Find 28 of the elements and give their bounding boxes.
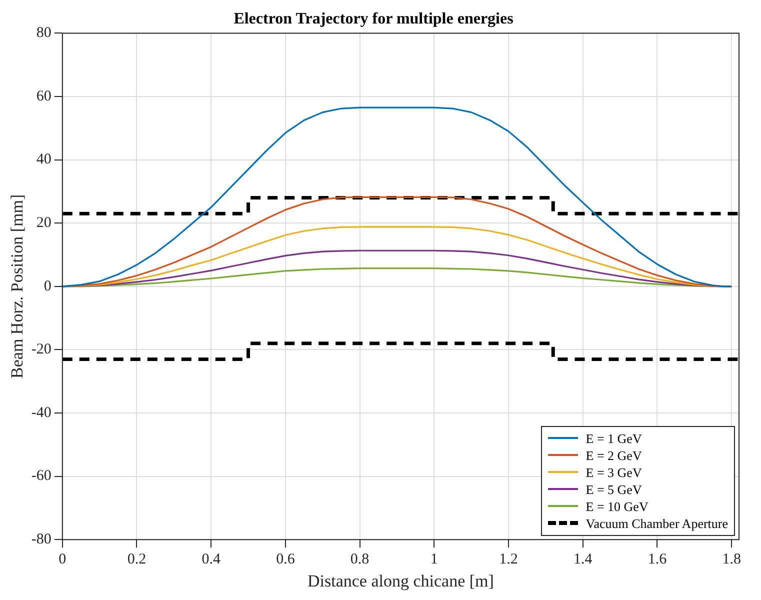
legend-label: E = 3 GeV — [586, 464, 642, 481]
legend-label: E = 5 GeV — [586, 480, 642, 498]
y-tick-label: 60 — [36, 88, 52, 104]
legend-label: E = 1 GeV — [586, 430, 642, 447]
x-axis-title: Distance along chicane [m] — [307, 571, 494, 590]
x-tick-label: 0.6 — [276, 552, 296, 568]
y-tick-label: 0 — [44, 278, 52, 294]
chart-title: Electron Trajectory for multiple energies — [234, 10, 514, 28]
y-tick-label: -20 — [31, 342, 52, 358]
y-tick-label: 80 — [36, 25, 52, 42]
x-tick-label: 1.4 — [573, 552, 593, 568]
legend-label: E = 10 GeV — [586, 498, 648, 515]
x-tick-label: 1.6 — [648, 552, 668, 568]
x-tick-label: 1.2 — [499, 552, 518, 568]
x-tick-label: 0.2 — [127, 552, 146, 568]
x-tick-label: 0.4 — [202, 552, 221, 568]
x-tick-label: 0.8 — [350, 552, 370, 568]
y-tick-label: -60 — [31, 468, 52, 484]
y-axis-title: Beam Horz. Position [mm] — [8, 194, 27, 378]
y-tick-label: -80 — [31, 532, 52, 548]
legend-label: Vacuum Chamber Aperture — [586, 514, 728, 532]
legend-label: E = 2 GeV — [586, 446, 642, 464]
x-tick-label: 1.8 — [722, 552, 741, 568]
y-tick-label: 20 — [36, 215, 52, 232]
y-tick-label: -40 — [31, 404, 52, 421]
x-tick-label: 1 — [430, 552, 438, 568]
x-tick-label: 0 — [58, 552, 66, 568]
y-tick-label: 40 — [36, 152, 52, 168]
